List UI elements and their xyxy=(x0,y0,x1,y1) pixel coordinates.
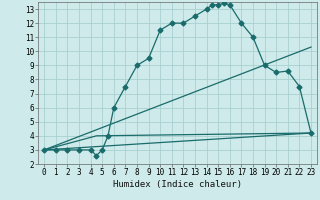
X-axis label: Humidex (Indice chaleur): Humidex (Indice chaleur) xyxy=(113,180,242,189)
